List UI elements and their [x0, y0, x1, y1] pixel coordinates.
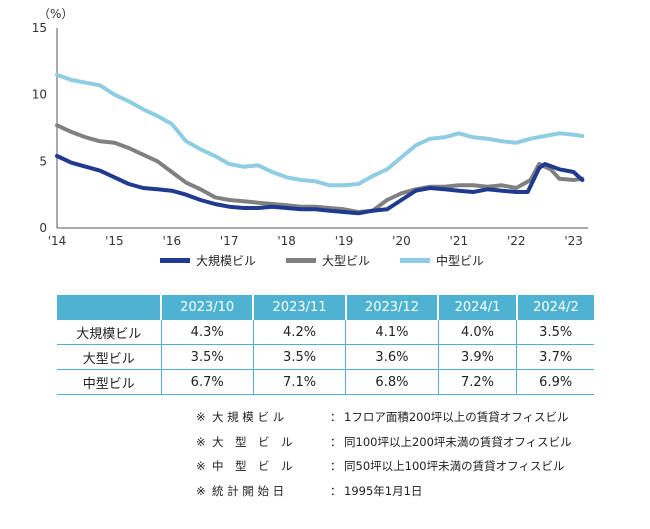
note-colon: ：	[330, 483, 342, 498]
note-label: 大 型 ビ ル	[212, 434, 293, 449]
table-cell: 7.1%	[252, 369, 346, 395]
table-cell: 6.9%	[516, 369, 594, 395]
x-tick-label: '20	[392, 234, 411, 248]
chart-legend: 大規模ビル 大型ビル 中型ビル	[160, 252, 484, 269]
footnote: ※ 大 規 模 ビ ル ： 1フロア面積200坪以上の賃貸オフィスビル	[196, 405, 572, 430]
table-header-row: 2023/10 2023/11 2023/12 2024/1 2024/2	[57, 295, 594, 320]
table-header-cell: 2023/10	[159, 295, 254, 320]
x-tick-label: '17	[220, 234, 239, 248]
table-cell: 7.2%	[437, 369, 517, 395]
series-line-0	[55, 154, 585, 216]
legend-swatch-large	[286, 258, 317, 263]
legend-item-large: 大型ビル	[286, 252, 370, 269]
series-line-2	[55, 72, 585, 188]
table-cell: 6.8%	[345, 369, 439, 395]
table-cell: 4.0%	[437, 320, 517, 345]
note-text: 同100坪以上200坪未満の賃貸オフィスビル	[344, 434, 572, 449]
note-text: 1フロア面積200坪以上の賃貸オフィスビル	[344, 410, 569, 424]
note-label: 大 規 模 ビ ル	[212, 410, 285, 424]
row-label: 大型ビル	[57, 344, 161, 370]
note-mark: ※	[196, 459, 206, 473]
x-tick-label: '18	[277, 234, 296, 248]
x-tick-label: '22	[507, 234, 526, 248]
table-header-cell: 2024/1	[437, 295, 517, 320]
x-tick-label: '19	[335, 234, 354, 248]
table-cell: 3.5%	[516, 320, 594, 345]
note-colon: ：	[330, 410, 342, 424]
note-mark: ※	[196, 410, 206, 424]
row-label: 中型ビル	[57, 369, 161, 395]
vacancy-table: 2023/10 2023/11 2023/12 2024/1 2024/2 大規…	[57, 295, 594, 395]
table-cell: 4.1%	[345, 320, 439, 345]
y-unit-label: （%）	[38, 7, 73, 21]
legend-label-large-scale: 大規模ビル	[196, 254, 257, 268]
x-tick-label: '14	[48, 234, 67, 248]
table-header-cell: 2023/12	[344, 295, 439, 320]
table-row: 中型ビル 6.7% 7.1% 6.8% 7.2% 6.9%	[57, 369, 594, 395]
table-header-corner	[57, 295, 161, 320]
footnote: ※ 大 型 ビ ル ：同100坪以上200坪未満の賃貸オフィスビル	[196, 430, 572, 455]
table-cell: 4.2%	[252, 320, 346, 345]
note-text: 1995年1月1日	[344, 483, 423, 498]
footnotes: ※ 大 規 模 ビ ル： 1フロア面積200坪以上の賃貸オフィスビル ※ 大 型 ビ …	[196, 405, 572, 503]
legend-label-medium: 中型ビル	[436, 254, 485, 268]
legend-swatch-large-scale	[160, 258, 190, 263]
legend-swatch-medium	[400, 258, 431, 263]
note-mark: ※	[196, 483, 206, 498]
note-label: 中 型 ビ ル	[212, 459, 293, 473]
x-tick-label: '15	[105, 234, 124, 248]
vacancy-line-chart: （%） 0 5 10 15 '14 '15 '16 '17 '18 '19 '20 '21 '22 '2…	[32, 7, 588, 248]
x-tick-label: '16	[163, 234, 182, 248]
table-cell: 3.5%	[160, 344, 254, 370]
series-line-1	[55, 123, 585, 214]
table-cell: 3.7%	[516, 344, 594, 370]
table-cell: 3.6%	[345, 344, 439, 370]
y-tick-label: 15	[32, 21, 47, 35]
row-label: 大規模ビル	[57, 320, 161, 345]
table-row: 大規模ビル 4.3% 4.2% 4.1% 4.0% 3.5%	[57, 320, 594, 345]
y-tick-label: 5	[39, 154, 47, 168]
legend-item-large-scale: 大規模ビル	[160, 252, 256, 269]
x-tick-label: '23	[564, 234, 583, 248]
table-header-cell: 2024/2	[515, 295, 594, 320]
y-tick-label: 0	[39, 221, 47, 235]
legend-item-medium: 中型ビル	[400, 252, 484, 269]
note-mark: ※	[196, 434, 206, 449]
footnote: ※ 中 型 ビ ル ：同50坪以上100坪未満の賃貸オフィスビル	[196, 454, 572, 479]
table-cell: 4.3%	[160, 320, 254, 345]
y-tick-label: 10	[32, 88, 47, 102]
x-tick-label: '21	[450, 234, 469, 248]
table-cell: 6.7%	[160, 369, 254, 395]
table-cell: 3.9%	[437, 344, 517, 370]
table-header-cell: 2023/11	[252, 295, 346, 320]
table-cell: 3.5%	[252, 344, 346, 370]
note-text: 同50坪以上100坪未満の賃貸オフィスビル	[344, 459, 565, 473]
legend-label-large: 大型ビル	[322, 254, 371, 268]
table-row: 大型ビル 3.5% 3.5% 3.6% 3.9% 3.7%	[57, 344, 594, 370]
note-label: 統 計 開 始 日	[212, 483, 285, 498]
note-colon: ：	[330, 434, 342, 449]
footnote: ※ 統 計 開 始 日 ： 1995年1月1日	[196, 479, 572, 504]
note-colon: ：	[330, 459, 342, 473]
